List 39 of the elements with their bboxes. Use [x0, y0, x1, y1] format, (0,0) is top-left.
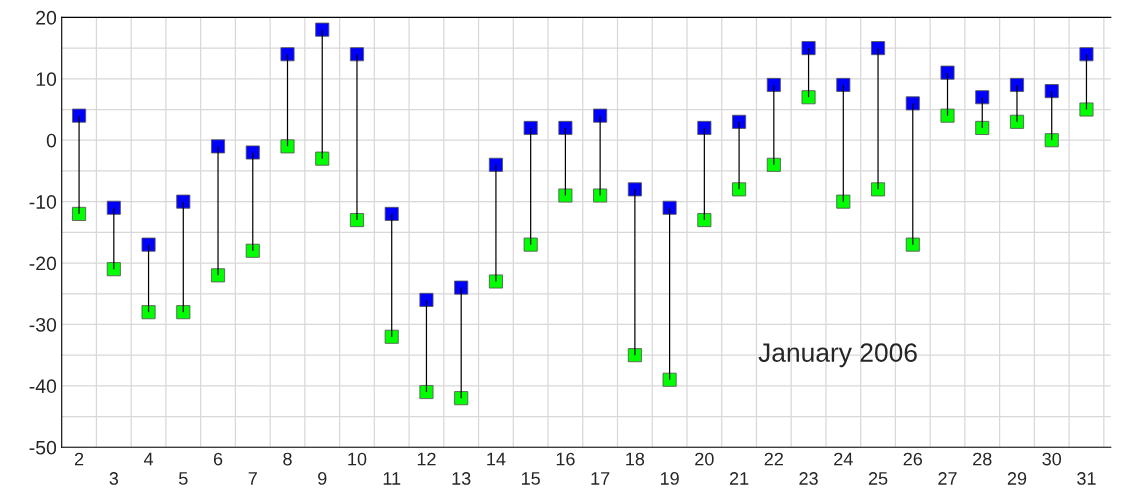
x-tick-label: 16	[556, 452, 575, 466]
x-tick-label: 15	[522, 472, 540, 485]
y-tick-label: -50	[29, 440, 57, 455]
x-tick-label: 24	[834, 452, 853, 466]
x-tick-label: 18	[626, 452, 645, 466]
x-tick-label: 14	[487, 452, 506, 466]
x-tick-label: 31	[1077, 472, 1096, 485]
y-tick-label: 20	[36, 10, 57, 25]
x-tick-label: 20	[695, 452, 714, 466]
y-tick-label: -10	[29, 195, 57, 209]
x-tick-label: 19	[660, 472, 679, 485]
annotation: January 2006	[758, 343, 917, 368]
x-tick-label: 4	[143, 452, 154, 466]
x-tick-label: 12	[417, 452, 436, 466]
y-tick-label: -30	[29, 317, 57, 332]
x-tick-label: 29	[1007, 472, 1027, 485]
x-tick-label: 27	[938, 472, 957, 485]
x-tick-label: 6	[213, 452, 223, 466]
y-tick-label: 10	[36, 72, 57, 87]
x-tick-label: 25	[868, 472, 888, 485]
x-tick-label: 11	[383, 472, 401, 485]
x-tick-label: 23	[799, 472, 818, 485]
x-tick-label: 2	[74, 452, 84, 466]
x-tick-label: 21	[729, 472, 749, 485]
x-tick-label: 28	[973, 452, 992, 466]
x-tick-label: 30	[1042, 452, 1062, 466]
x-tick-label: 5	[178, 472, 188, 485]
x-tick-label: 26	[903, 452, 923, 466]
x-tick-label: 8	[283, 452, 292, 466]
x-tick-label: 9	[318, 472, 327, 485]
x-tick-label: 17	[591, 472, 610, 485]
y-tick-label: 0	[46, 133, 57, 148]
x-tick-label: 3	[109, 472, 119, 485]
y-tick-label: -20	[29, 256, 57, 271]
x-tick-label: 7	[248, 472, 257, 485]
x-tick-label: 13	[452, 472, 471, 485]
x-tick-label: 22	[764, 452, 783, 466]
y-tick-label: -40	[29, 379, 57, 394]
x-tick-label: 10	[348, 452, 367, 466]
